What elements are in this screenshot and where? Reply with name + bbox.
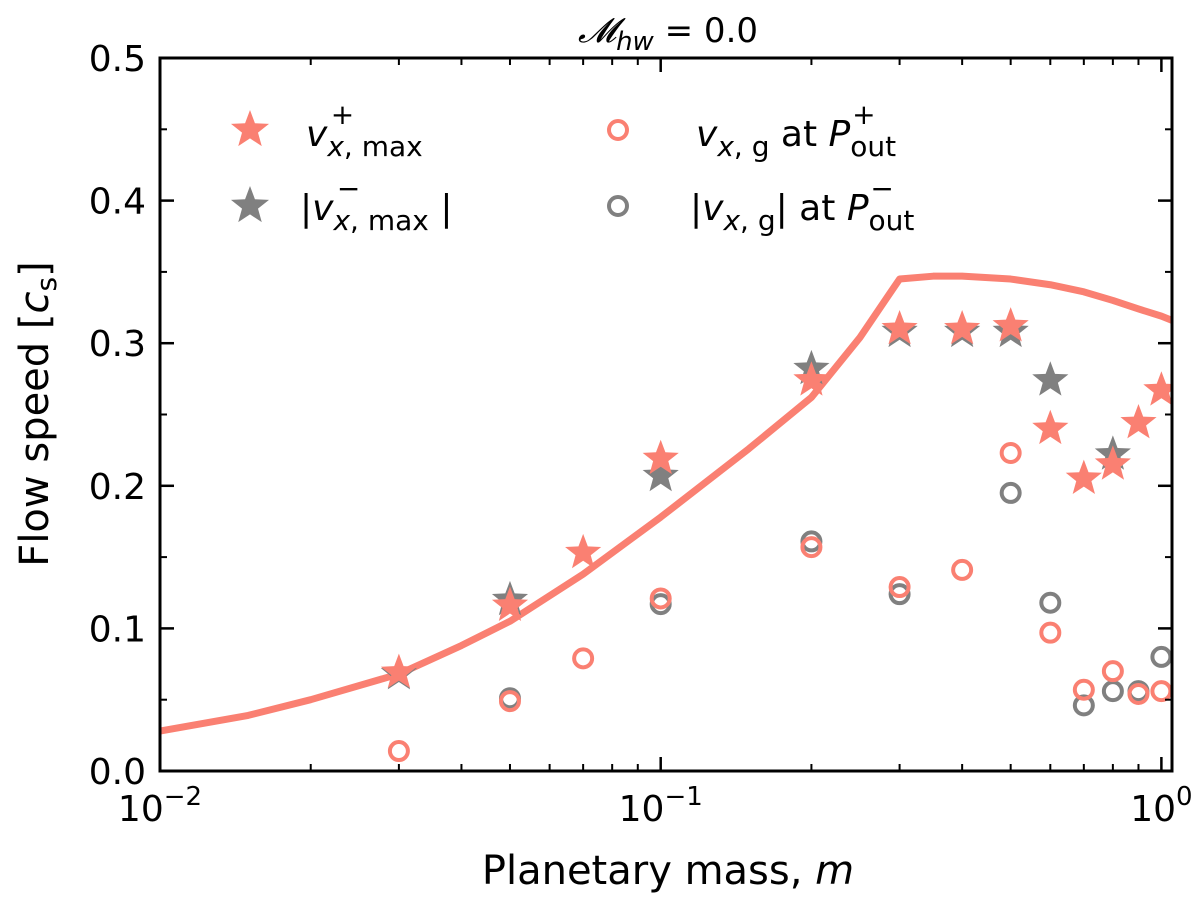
x-tick-label: 10−2 xyxy=(118,782,202,830)
star-point xyxy=(565,533,602,569)
legend-label-vx-max-minus: |vx, max− | xyxy=(300,172,452,237)
circle-point xyxy=(888,576,911,599)
series-0 xyxy=(380,307,1172,688)
star-point xyxy=(1032,361,1069,396)
y-tick-label: 0.0 xyxy=(89,752,146,793)
star-point xyxy=(992,307,1029,342)
circle-point xyxy=(1039,621,1062,644)
model-curve xyxy=(160,272,1172,735)
circle-point xyxy=(1150,680,1172,703)
legend-star-gray xyxy=(230,186,270,223)
legend-circle-gray xyxy=(607,195,629,217)
circle-point xyxy=(800,536,823,559)
star-point xyxy=(944,309,981,345)
circle-point xyxy=(1039,591,1062,614)
circle-point xyxy=(999,481,1022,504)
series-3 xyxy=(498,481,1172,717)
star-point xyxy=(1065,459,1102,495)
y-tick-label: 0.1 xyxy=(89,609,146,650)
x-tick-label: 100 xyxy=(1130,782,1192,830)
y-axis-label: Flow speed [cs] xyxy=(12,261,63,566)
legend-label-vxg-pout-minus: |vx, g| at Pout− xyxy=(690,172,914,237)
circle-point xyxy=(1072,678,1095,701)
circle-point xyxy=(572,647,595,670)
star-point xyxy=(793,361,830,396)
star-point xyxy=(881,309,918,345)
circle-point xyxy=(1101,660,1124,683)
y-tick-label: 0.2 xyxy=(89,467,146,508)
circle-point xyxy=(1101,680,1124,703)
circle-point xyxy=(1150,645,1172,668)
star-point xyxy=(642,456,679,492)
star-point xyxy=(380,653,417,688)
star-point xyxy=(1143,371,1172,406)
x-axis-label: Planetary mass, m xyxy=(482,848,854,894)
legend-star-salmon xyxy=(230,110,270,147)
plot-frame xyxy=(158,56,1174,773)
star-point xyxy=(491,586,529,621)
star-point xyxy=(1094,445,1131,480)
circle-point xyxy=(1072,694,1095,717)
circle-point xyxy=(498,690,521,713)
circle-point xyxy=(1127,682,1150,705)
circle-point xyxy=(951,558,974,581)
circle-point xyxy=(999,442,1022,465)
star-point xyxy=(1120,404,1157,439)
series-2 xyxy=(387,442,1172,763)
legend-label-vxg-pout-plus: vx, g at Pout+ xyxy=(696,98,896,163)
x-tick-label: 10−1 xyxy=(619,782,703,830)
y-tick-label: 0.4 xyxy=(89,182,146,223)
circle-point xyxy=(888,583,911,606)
legend: vx, max+ |vx, max− | vx, g at Pout+ |vx, … xyxy=(230,98,914,237)
star-point xyxy=(642,439,679,475)
chart-title: 𝓜hw = 0.0 xyxy=(578,11,758,57)
star-point xyxy=(1032,409,1069,445)
circle-point xyxy=(387,740,410,763)
y-tick-label: 0.5 xyxy=(89,39,146,80)
y-tick-label: 0.3 xyxy=(89,324,146,365)
circle-point xyxy=(649,587,672,610)
legend-label-vx-max-plus: vx, max+ xyxy=(306,98,423,163)
legend-circle-salmon xyxy=(607,119,629,141)
